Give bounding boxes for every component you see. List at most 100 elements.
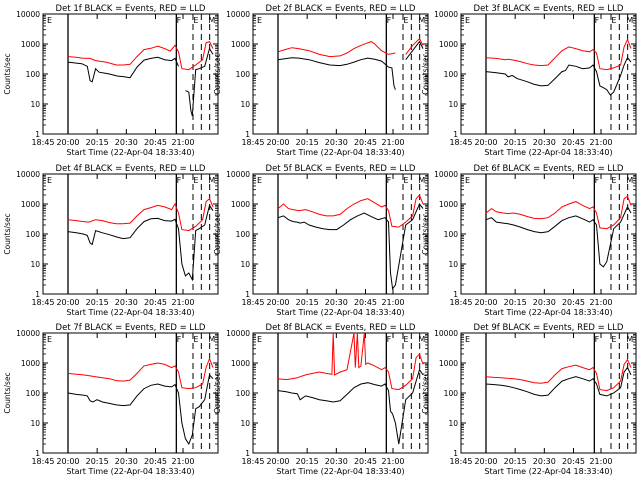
x-tick-label: 20:30 xyxy=(115,298,138,307)
x-tick-label: 20:30 xyxy=(533,298,556,307)
y-axis-label: Counts/sec xyxy=(213,213,222,254)
x-tick-label: 20:45 xyxy=(562,138,585,147)
x-tick-label: 20:30 xyxy=(325,298,348,307)
marker-letter: M xyxy=(208,335,215,344)
detector-panel-1: Det 1f BLACK = Events, RED = LLD 1 10 100 10… xyxy=(3,4,219,157)
events-series-line xyxy=(277,203,424,290)
y-tick-label: 1 xyxy=(35,449,40,458)
marker-letter: M xyxy=(418,176,425,185)
x-tick-label: 20:45 xyxy=(562,298,585,307)
x-axis-label: Start Time (22-Apr-04 18:33:40) xyxy=(484,308,612,317)
y-tick-label: 100 xyxy=(26,70,41,79)
x-tick-label: 21:00 xyxy=(171,457,194,466)
marker-letter: M xyxy=(208,176,215,185)
x-tick-label: 20:00 xyxy=(266,138,289,147)
x-tick-label: 20:15 xyxy=(504,457,527,466)
marker-letter: E xyxy=(257,335,262,344)
marker-letter: F xyxy=(595,176,600,185)
x-tick-label: 20:30 xyxy=(533,457,556,466)
x-tick-label: 20:00 xyxy=(56,298,79,307)
y-tick-label: 1000 xyxy=(439,359,458,368)
events-series-line xyxy=(485,366,632,397)
marker-letter: E xyxy=(611,16,616,25)
y-tick-label: 1000 xyxy=(439,40,458,49)
y-axis-label: Counts/sec xyxy=(421,372,430,413)
y-axis-label: Counts/sec xyxy=(421,53,430,94)
y-tick-label: 10 xyxy=(448,419,458,428)
events-series-line xyxy=(67,373,214,446)
x-tick-label: 20:00 xyxy=(266,298,289,307)
marker-letter: E xyxy=(193,176,198,185)
x-tick-label: 20:15 xyxy=(296,457,319,466)
y-tick-label: 10 xyxy=(448,260,458,269)
x-axis-label: Start Time (22-Apr-04 18:33:40) xyxy=(276,467,404,476)
marker-letter: M xyxy=(626,335,633,344)
y-tick-label: 1 xyxy=(453,290,458,299)
marker-letter: E xyxy=(47,335,52,344)
y-tick-label: 100 xyxy=(236,230,251,239)
x-tick-label: 21:00 xyxy=(381,298,404,307)
lld-series-line xyxy=(67,40,214,71)
x-tick-label: 20:15 xyxy=(86,457,109,466)
y-tick-label: 100 xyxy=(444,70,459,79)
x-axis-label: Start Time (22-Apr-04 18:33:40) xyxy=(484,467,612,476)
marker-letter: E xyxy=(257,176,262,185)
lld-series-line xyxy=(485,358,632,392)
y-tick-label: 100 xyxy=(236,389,251,398)
y-tick-label: 10000 xyxy=(434,329,458,338)
y-tick-label: 10000 xyxy=(434,170,458,179)
x-tick-label: 20:00 xyxy=(56,457,79,466)
x-axis-label: Start Time (22-Apr-04 18:33:40) xyxy=(66,308,194,317)
marker-letter: M xyxy=(418,16,425,25)
x-tick-label: 21:00 xyxy=(381,457,404,466)
lld-series-line xyxy=(277,332,424,391)
y-tick-label: 1 xyxy=(453,130,458,139)
y-tick-label: 10000 xyxy=(226,10,250,19)
x-tick-label: 20:15 xyxy=(504,298,527,307)
x-tick-label: 20:45 xyxy=(144,298,167,307)
x-tick-label: 18:45 xyxy=(31,457,54,466)
detector-panel-3: Det 3f BLACK = Events, RED = LLD 1 10 100 10… xyxy=(421,4,637,157)
events-series-line xyxy=(277,40,424,90)
y-tick-label: 10000 xyxy=(226,170,250,179)
x-tick-label: 20:45 xyxy=(354,457,377,466)
marker-letter: F xyxy=(177,16,182,25)
plot-frame xyxy=(460,332,637,454)
marker-letter: E xyxy=(47,16,52,25)
y-tick-label: 1000 xyxy=(231,40,250,49)
y-tick-label: 10000 xyxy=(226,329,250,338)
x-tick-label: 18:45 xyxy=(241,138,264,147)
x-tick-label: 18:45 xyxy=(241,457,264,466)
x-tick-label: 20:45 xyxy=(562,457,585,466)
detector-panel-7: Det 7f BLACK = Events, RED = LLD 1 10 100 10… xyxy=(3,323,219,476)
y-axis-label: Counts/sec xyxy=(3,213,12,254)
lld-series-line xyxy=(485,195,632,230)
x-tick-label: 20:30 xyxy=(115,457,138,466)
x-tick-label: 20:00 xyxy=(56,138,79,147)
x-axis-label: Start Time (22-Apr-04 18:33:40) xyxy=(484,148,612,157)
x-tick-label: 20:45 xyxy=(144,457,167,466)
marker-letter: E xyxy=(465,176,470,185)
y-tick-label: 1000 xyxy=(231,200,250,209)
y-tick-label: 1 xyxy=(245,290,250,299)
lld-series-line xyxy=(277,194,424,228)
x-tick-label: 20:15 xyxy=(86,138,109,147)
x-tick-label: 20:00 xyxy=(266,457,289,466)
detector-panel-9: Det 9f BLACK = Events, RED = LLD 1 10 100 10… xyxy=(421,323,637,476)
marker-letter: F xyxy=(595,16,600,25)
detector-panel-2: Det 2f BLACK = Events, RED = LLD 1 10 100 10… xyxy=(213,4,429,157)
y-tick-label: 10000 xyxy=(16,329,40,338)
marker-letter: M xyxy=(208,16,215,25)
y-tick-label: 10000 xyxy=(16,10,40,19)
y-tick-label: 100 xyxy=(26,230,41,239)
x-tick-label: 20:45 xyxy=(144,138,167,147)
lld-series-line xyxy=(67,197,214,232)
marker-letter: E xyxy=(403,176,408,185)
y-tick-label: 1 xyxy=(35,130,40,139)
y-axis-label: Counts/sec xyxy=(3,372,12,413)
x-tick-label: 20:30 xyxy=(325,138,348,147)
x-tick-label: 21:00 xyxy=(589,298,612,307)
detector-panel-4: Det 4f BLACK = Events, RED = LLD 1 10 100 10… xyxy=(3,164,219,317)
events-series-line xyxy=(485,56,632,96)
